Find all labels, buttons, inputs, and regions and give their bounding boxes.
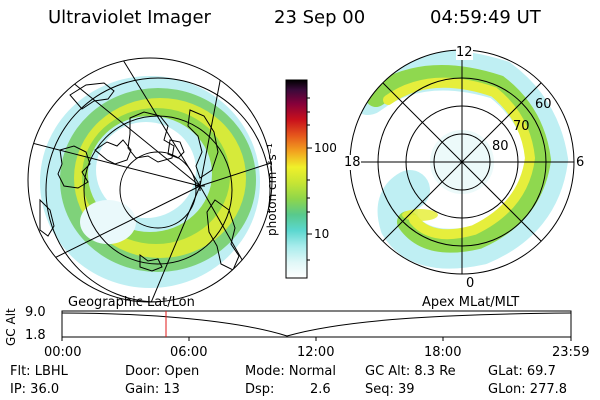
dsp-label: Dsp: [245, 382, 275, 397]
time-tick-0000: 00:00 [44, 345, 82, 360]
glon-info: GLon: 277.8 [488, 382, 568, 397]
filter-info: Flt: LBHL [10, 364, 68, 379]
time-tick-1200: 12:00 [297, 345, 335, 360]
time-tick-0600: 06:00 [170, 345, 208, 360]
mode-info: Mode: Normal [245, 364, 336, 379]
altitude-ylabel: GC Alt [4, 308, 18, 346]
mlat-label-80: 80 [492, 139, 509, 154]
time-tick-1800: 18:00 [424, 345, 462, 360]
altitude-ytick-low: 1.8 [25, 328, 46, 343]
instrument-title: Ultraviolet Imager [48, 7, 211, 28]
door-info: Door: Open [125, 364, 200, 379]
mlt-label-0: 0 [466, 276, 475, 291]
dsp-value: 2.6 [310, 382, 331, 397]
geographic-label: Geographic Lat/Lon [68, 295, 195, 310]
altitude-ytick-high: 9.0 [25, 305, 46, 320]
mlt-label-12: 12 [456, 45, 473, 60]
mlat-label-60: 60 [535, 97, 552, 112]
observer-marker [195, 181, 205, 191]
gain-info: Gain: 13 [125, 382, 180, 397]
ip-info: IP: 36.0 [10, 382, 60, 397]
apex-polar-plot [349, 49, 575, 275]
seq-info: Seq: 39 [365, 382, 415, 397]
geographic-map [27, 57, 273, 303]
date-label: 23 Sep 00 [274, 7, 366, 28]
colorbar-tick-100: 100 [314, 141, 337, 155]
gc-alt-info: GC Alt: 8.3 Re [365, 364, 456, 379]
colorbar [285, 79, 312, 279]
colorbar-unit-label: photon cm⁻²s⁻¹ [265, 143, 279, 236]
altitude-plot [61, 310, 572, 341]
mlt-label-6: 6 [576, 155, 585, 170]
time-tick-2359: 23:59 [552, 345, 590, 360]
glat-info: GLat: 69.7 [488, 364, 556, 379]
colorbar-tick-10: 10 [314, 227, 330, 241]
mlat-label-70: 70 [513, 119, 530, 134]
time-label: 04:59:49 UT [430, 7, 541, 28]
apex-label: Apex MLat/MLT [422, 295, 520, 310]
mlt-label-18: 18 [344, 155, 361, 170]
